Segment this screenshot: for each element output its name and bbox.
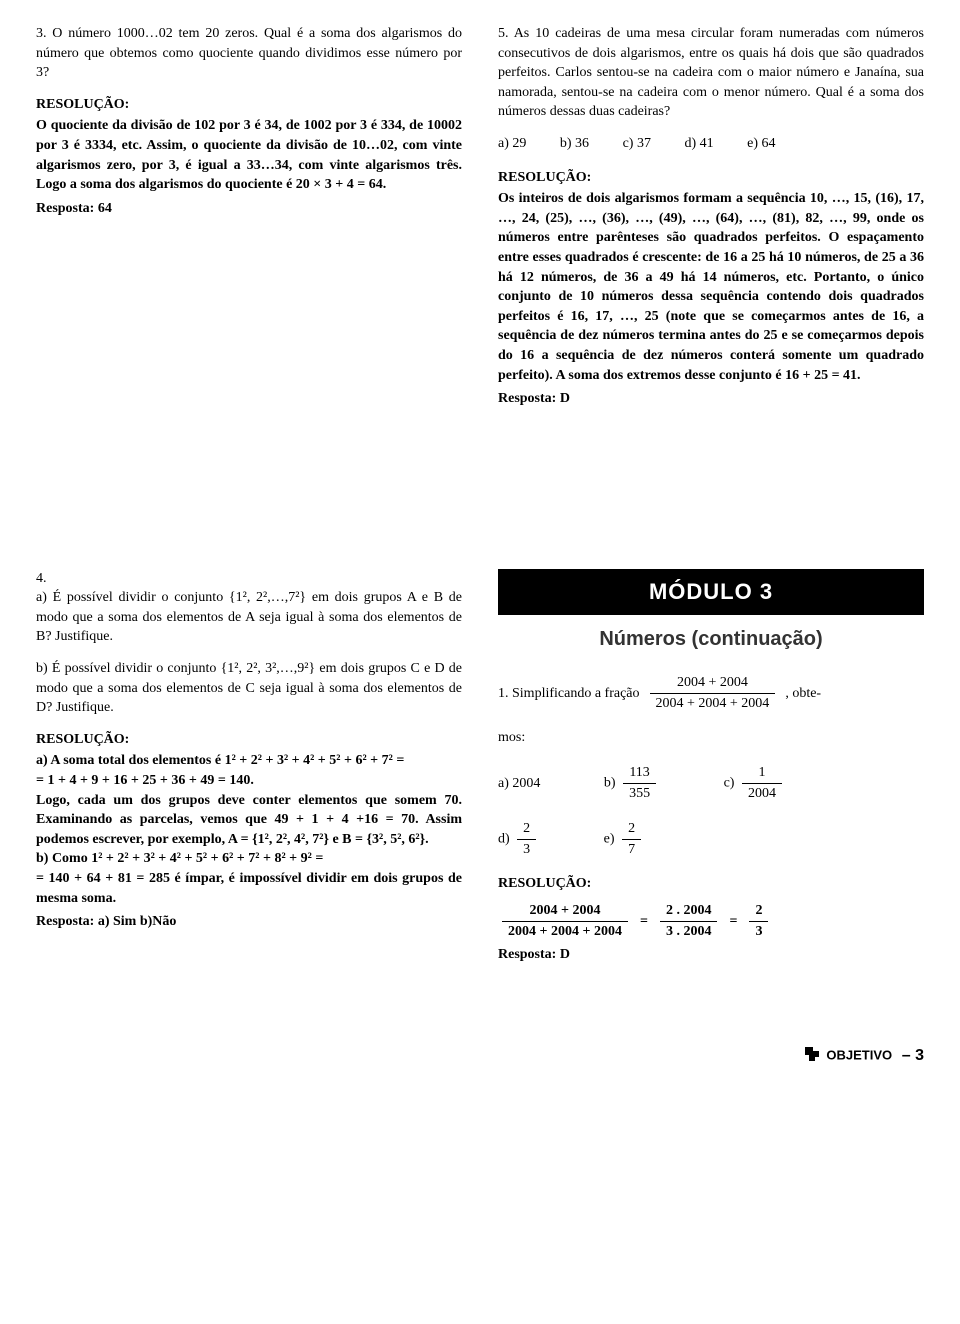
footer-brand: OBJETIVO <box>826 1048 892 1063</box>
q1-resolution-label: RESOLUÇÃO: <box>498 874 924 894</box>
col-module3: MÓDULO 3 Números (continuação) 1. Simpli… <box>498 569 924 965</box>
module3-subtitle: Números (continuação) <box>498 625 924 653</box>
q1-opt-e-label: e) <box>604 832 615 847</box>
q4-res-a-l3: Logo, cada um dos grupos deve conter ele… <box>36 791 462 850</box>
q1-opt-e: e) 2 7 <box>604 819 645 859</box>
q4-answer: Resposta: a) Sim b)Não <box>36 912 462 932</box>
q4a-text: a) É possível dividir o conjunto {1², 2²… <box>36 588 462 647</box>
q1-opt-c-frac: 1 2004 <box>742 763 782 803</box>
q1-resfrac1-num: 2004 + 2004 <box>502 901 628 922</box>
q1-resfrac2-den: 3 . 2004 <box>660 922 718 942</box>
col-q5: 5. As 10 cadeiras de uma mesa circular f… <box>498 24 924 409</box>
q1-opt-d-frac: 2 3 <box>517 819 536 859</box>
q3-resolution-body: O quociente da divisão de 102 por 3 é 34… <box>36 116 462 194</box>
q5-resolution-body: Os inteiros de dois algarismos formam a … <box>498 189 924 385</box>
q1-opt-c-num: 1 <box>742 763 782 784</box>
col-q3: 3. O número 1000…02 tem 20 zeros. Qual é… <box>36 24 462 409</box>
col-q4: 4. a) É possível dividir o conjunto {1²,… <box>36 569 462 965</box>
q1-main-fraction: 2004 + 2004 2004 + 2004 + 2004 <box>650 673 776 713</box>
q1-opt-c-label: c) <box>724 776 735 791</box>
q1-opt-e-num: 2 <box>622 819 641 840</box>
lower-row: 4. a) É possível dividir o conjunto {1²,… <box>36 569 924 965</box>
q4-resolution-label: RESOLUÇÃO: <box>36 730 462 750</box>
q5-opt-b: b) 36 <box>560 134 589 154</box>
upper-row: 3. O número 1000…02 tem 20 zeros. Qual é… <box>36 24 924 409</box>
logo-icon <box>805 1047 823 1061</box>
q1-eq1: = <box>640 912 648 932</box>
q1-cont: mos: <box>498 728 924 748</box>
q1-answer: Resposta: D <box>498 945 924 965</box>
q1-eq2: = <box>729 912 737 932</box>
q1-resfrac3: 2 3 <box>749 901 768 941</box>
q4b-text: b) É possível dividir o conjunto {1², 2²… <box>36 659 462 718</box>
q1-opt-d-num: 2 <box>517 819 536 840</box>
q1-opt-b-frac: 113 355 <box>623 763 656 803</box>
q1-opts-row2: d) 2 3 e) 2 7 <box>498 819 924 859</box>
page-footer: OBJETIVO – 3 <box>36 1045 924 1067</box>
q4-res-b-l2: = 140 + 64 + 81 = 285 é ímpar, é impossí… <box>36 869 462 908</box>
q5-text: 5. As 10 cadeiras de uma mesa circular f… <box>498 24 924 122</box>
page-root: 3. O número 1000…02 tem 20 zeros. Qual é… <box>36 24 924 1067</box>
q1-resolution-eq: 2004 + 2004 2004 + 2004 + 2004 = 2 . 200… <box>498 901 924 941</box>
q3-answer: Resposta: 64 <box>36 199 462 219</box>
q4-res-a-l2: = 1 + 4 + 9 + 16 + 25 + 36 + 49 = 140. <box>36 771 462 791</box>
q1-opt-b: b) 113 355 <box>604 763 660 803</box>
q3-text: 3. O número 1000…02 tem 20 zeros. Qual é… <box>36 24 462 83</box>
q1-opt-a: a) 2004 <box>498 774 540 794</box>
q1-opt-b-num: 113 <box>623 763 656 784</box>
q1-resfrac3-num: 2 <box>749 901 768 922</box>
q1-opt-c: c) 1 2004 <box>724 763 786 803</box>
q1-pre: 1. Simplificando a fração <box>498 684 640 704</box>
q1-opt-e-frac: 2 7 <box>622 819 641 859</box>
q5-resolution-label: RESOLUÇÃO: <box>498 168 924 188</box>
q5-opt-a: a) 29 <box>498 134 526 154</box>
q1-resfrac2: 2 . 2004 3 . 2004 <box>660 901 718 941</box>
q1-post: , obte- <box>785 684 821 704</box>
q3-resolution-label: RESOLUÇÃO: <box>36 95 462 115</box>
q5-opt-c: c) 37 <box>623 134 651 154</box>
q5-answer: Resposta: D <box>498 389 924 409</box>
q1-opt-b-label: b) <box>604 776 616 791</box>
q4-res-a-l1: a) A soma total dos elementos é 1² + 2² … <box>36 751 462 771</box>
q1-resfrac1-den: 2004 + 2004 + 2004 <box>502 922 628 942</box>
q1-opt-d: d) 2 3 <box>498 819 540 859</box>
q5-options: a) 29 b) 36 c) 37 d) 41 e) 64 <box>498 134 924 154</box>
q1-opt-d-den: 3 <box>517 840 536 860</box>
q1-opt-b-den: 355 <box>623 784 656 804</box>
q1-line1: 1. Simplificando a fração 2004 + 2004 20… <box>498 673 924 713</box>
q1-opt-e-den: 7 <box>622 840 641 860</box>
q1-opt-c-den: 2004 <box>742 784 782 804</box>
q5-opt-e: e) 64 <box>747 134 775 154</box>
q1-opt-d-label: d) <box>498 832 510 847</box>
q1-opts-row1: a) 2004 b) 113 355 c) 1 2004 <box>498 763 924 803</box>
module3-header: MÓDULO 3 <box>498 569 924 616</box>
q1-resfrac3-den: 3 <box>749 922 768 942</box>
q4-intro: 4. <box>36 569 462 589</box>
q1-resfrac1: 2004 + 2004 2004 + 2004 + 2004 <box>502 901 628 941</box>
q1-main-den: 2004 + 2004 + 2004 <box>650 694 776 714</box>
q1-resfrac2-num: 2 . 2004 <box>660 901 718 922</box>
q4-res-b-l1: b) Como 1² + 2² + 3² + 4² + 5² + 6² + 7²… <box>36 849 462 869</box>
q1-main-num: 2004 + 2004 <box>650 673 776 694</box>
q5-opt-d: d) 41 <box>684 134 713 154</box>
footer-page-number: – 3 <box>902 1045 924 1067</box>
footer-logo <box>805 1047 823 1066</box>
